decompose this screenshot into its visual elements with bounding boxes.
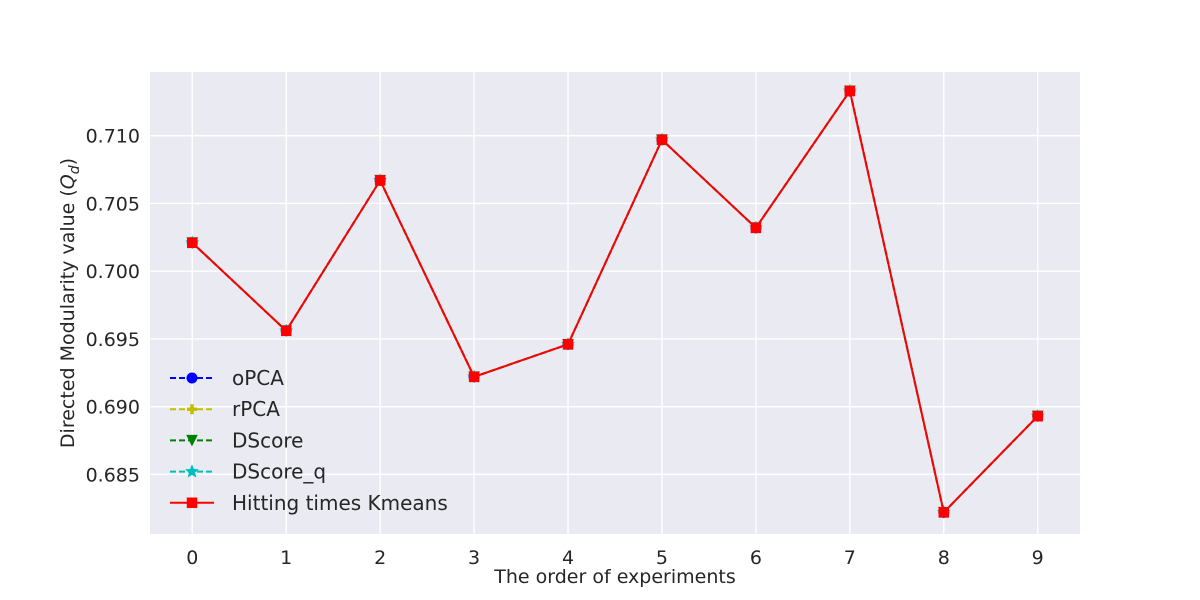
y-axis-label-math-subscript: d: [67, 165, 83, 174]
grid: [150, 72, 1080, 534]
x-tick-label: 8: [938, 547, 950, 569]
y-axis-label-close: ): [57, 158, 79, 165]
y-tick-labels: 0.685 0.690 0.695 0.700 0.705 0.710: [86, 126, 140, 487]
y-tick-label: 0.705: [86, 193, 140, 215]
legend-entry-hitting-times-kmeans: Hitting times Kmeans: [170, 491, 448, 515]
y-tick-label: 0.710: [86, 126, 140, 148]
series-layer: [185, 83, 1045, 519]
y-axis-label-text: Directed Modularity value (: [57, 189, 79, 448]
x-tick-label: 5: [656, 547, 668, 569]
data-point-hitting-times-kmeans: [938, 507, 950, 518]
plot-background: [150, 72, 1080, 534]
data-point-hitting-times-kmeans: [374, 175, 386, 186]
legend-entry-dscore-q: DScore_q: [170, 460, 326, 484]
data-point-hitting-times-kmeans: [562, 339, 574, 350]
y-axis-label-math: Q: [57, 174, 79, 189]
legend-entry-rpca: rPCA: [170, 397, 280, 421]
x-tick-label: 6: [750, 547, 762, 569]
x-tick-label: 7: [844, 547, 856, 569]
x-tick-label: 9: [1032, 547, 1044, 569]
x-axis-label: The order of experiments: [493, 566, 735, 588]
data-point-hitting-times-kmeans: [187, 237, 198, 248]
legend-label: DScore: [232, 428, 303, 452]
x-tick-label: 4: [562, 547, 574, 569]
y-tick-label: 0.690: [86, 397, 140, 419]
legend-marker: [186, 372, 198, 384]
legend-marker: [186, 434, 198, 447]
data-point-hitting-times-kmeans: [468, 371, 480, 383]
data-point-hitting-times-kmeans: [280, 325, 292, 337]
y-tick-label: 0.695: [86, 329, 140, 351]
legend: oPCA rPCA DScore DScore_q Hitting times Kmea…: [170, 366, 448, 515]
legend-marker: [186, 497, 198, 509]
legend-marker: [185, 464, 199, 478]
y-axis-label: Directed Modularity value (Qd): [57, 158, 83, 448]
legend-entry-opca: oPCA: [170, 366, 284, 390]
series-line-hitting-times-kmeans: [191, 88, 1039, 515]
data-point-hitting-times-kmeans: [656, 134, 668, 145]
y-tick-label: 0.685: [86, 464, 140, 486]
x-tick-labels: 0 1 2 3 4 5 6 7 8 9: [186, 547, 1044, 569]
x-tick-label: 3: [468, 547, 480, 569]
x-tick-label: 1: [280, 547, 292, 569]
y-tick-label: 0.700: [86, 261, 140, 283]
legend-label: oPCA: [232, 366, 284, 390]
x-tick-label: 0: [186, 547, 198, 569]
data-point-hitting-times-kmeans: [844, 85, 856, 97]
legend-label: rPCA: [232, 397, 280, 421]
data-point-hitting-times-kmeans: [750, 222, 762, 234]
legend-label: DScore_q: [232, 460, 326, 484]
legend-marker: [187, 404, 197, 415]
series-hitting-times-kmeans: [187, 85, 1043, 518]
legend-label: Hitting times Kmeans: [232, 491, 448, 515]
legend-entry-dscore: DScore: [170, 428, 303, 452]
x-tick-label: 2: [374, 547, 386, 569]
data-point-hitting-times-kmeans: [1032, 410, 1043, 422]
